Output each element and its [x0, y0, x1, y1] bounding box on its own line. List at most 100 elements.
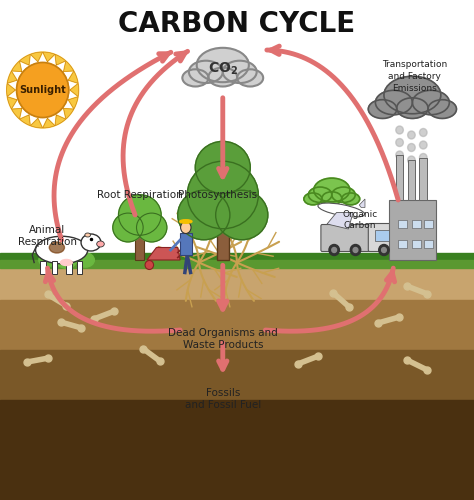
- Text: Fossils
and Fossil Fuel: Fossils and Fossil Fuel: [185, 388, 261, 410]
- Polygon shape: [43, 52, 55, 62]
- Bar: [398, 220, 407, 228]
- Ellipse shape: [237, 70, 263, 86]
- Bar: [408, 160, 415, 200]
- Ellipse shape: [314, 178, 350, 202]
- Ellipse shape: [419, 154, 427, 162]
- Ellipse shape: [397, 98, 428, 118]
- Polygon shape: [7, 84, 15, 96]
- Bar: [389, 200, 436, 260]
- Polygon shape: [19, 115, 30, 126]
- Text: CARBON CYCLE: CARBON CYCLE: [118, 10, 356, 38]
- Polygon shape: [64, 61, 74, 72]
- Ellipse shape: [350, 244, 361, 256]
- Text: Sunlight: Sunlight: [19, 85, 66, 95]
- Text: Dead Organisms and
Waste Products: Dead Organisms and Waste Products: [168, 328, 278, 350]
- Ellipse shape: [178, 190, 230, 240]
- Ellipse shape: [428, 100, 456, 118]
- Ellipse shape: [209, 68, 237, 86]
- Polygon shape: [7, 97, 17, 109]
- Ellipse shape: [197, 48, 249, 82]
- Ellipse shape: [39, 253, 56, 267]
- Polygon shape: [11, 61, 22, 72]
- Bar: [77, 261, 82, 274]
- Bar: [40, 261, 46, 274]
- Ellipse shape: [419, 141, 427, 149]
- Bar: [180, 232, 192, 255]
- Bar: [0, 400, 474, 500]
- Polygon shape: [55, 54, 66, 65]
- Ellipse shape: [223, 60, 256, 83]
- Bar: [412, 220, 421, 228]
- Ellipse shape: [36, 236, 88, 264]
- Polygon shape: [30, 52, 43, 62]
- Bar: [0, 300, 474, 350]
- FancyBboxPatch shape: [321, 224, 385, 252]
- Ellipse shape: [408, 156, 415, 164]
- Ellipse shape: [216, 190, 268, 240]
- Ellipse shape: [309, 187, 332, 202]
- Polygon shape: [55, 115, 66, 126]
- Polygon shape: [43, 118, 55, 128]
- Ellipse shape: [304, 193, 322, 205]
- Polygon shape: [11, 108, 22, 119]
- Ellipse shape: [318, 203, 365, 217]
- Ellipse shape: [375, 90, 412, 114]
- Polygon shape: [68, 97, 78, 109]
- Ellipse shape: [49, 242, 64, 253]
- Text: Transportation
and Factory
Emissions: Transportation and Factory Emissions: [382, 60, 447, 92]
- Bar: [0, 350, 474, 400]
- Bar: [66, 261, 72, 274]
- Ellipse shape: [382, 248, 386, 252]
- Ellipse shape: [384, 76, 441, 114]
- Ellipse shape: [85, 233, 91, 237]
- Bar: [398, 240, 407, 248]
- Bar: [396, 155, 403, 200]
- Ellipse shape: [396, 138, 403, 146]
- Text: Organic
Carbon: Organic Carbon: [343, 210, 378, 230]
- Bar: [52, 261, 57, 274]
- Ellipse shape: [137, 213, 167, 242]
- Ellipse shape: [81, 234, 101, 251]
- Ellipse shape: [332, 187, 355, 202]
- Ellipse shape: [195, 142, 250, 194]
- Polygon shape: [147, 248, 180, 260]
- Bar: [424, 220, 433, 228]
- Ellipse shape: [17, 62, 69, 118]
- Ellipse shape: [56, 252, 77, 268]
- Ellipse shape: [76, 253, 94, 267]
- Ellipse shape: [379, 244, 389, 256]
- Ellipse shape: [181, 222, 191, 234]
- Polygon shape: [19, 54, 30, 65]
- Polygon shape: [359, 199, 365, 207]
- Ellipse shape: [396, 126, 403, 134]
- Ellipse shape: [97, 241, 104, 247]
- Ellipse shape: [113, 213, 143, 242]
- Bar: [419, 158, 427, 200]
- Ellipse shape: [342, 193, 360, 205]
- Ellipse shape: [61, 260, 72, 266]
- Ellipse shape: [189, 60, 223, 83]
- Bar: [412, 240, 421, 248]
- Ellipse shape: [182, 70, 209, 86]
- Polygon shape: [327, 212, 353, 229]
- FancyBboxPatch shape: [368, 224, 395, 252]
- Ellipse shape: [408, 131, 415, 139]
- Ellipse shape: [145, 260, 154, 270]
- Text: $\mathbf{CO_2}$: $\mathbf{CO_2}$: [208, 61, 238, 77]
- Ellipse shape: [187, 161, 258, 229]
- Ellipse shape: [322, 192, 342, 205]
- Ellipse shape: [408, 144, 415, 152]
- Polygon shape: [64, 108, 74, 119]
- Bar: [217, 200, 228, 260]
- Ellipse shape: [353, 248, 358, 252]
- Ellipse shape: [368, 100, 397, 118]
- Bar: [375, 230, 389, 241]
- Ellipse shape: [180, 220, 192, 223]
- Ellipse shape: [118, 194, 161, 235]
- Ellipse shape: [332, 248, 337, 252]
- Polygon shape: [70, 84, 79, 96]
- Polygon shape: [68, 71, 78, 83]
- Polygon shape: [7, 71, 17, 83]
- Bar: [0, 260, 474, 268]
- Ellipse shape: [329, 244, 339, 256]
